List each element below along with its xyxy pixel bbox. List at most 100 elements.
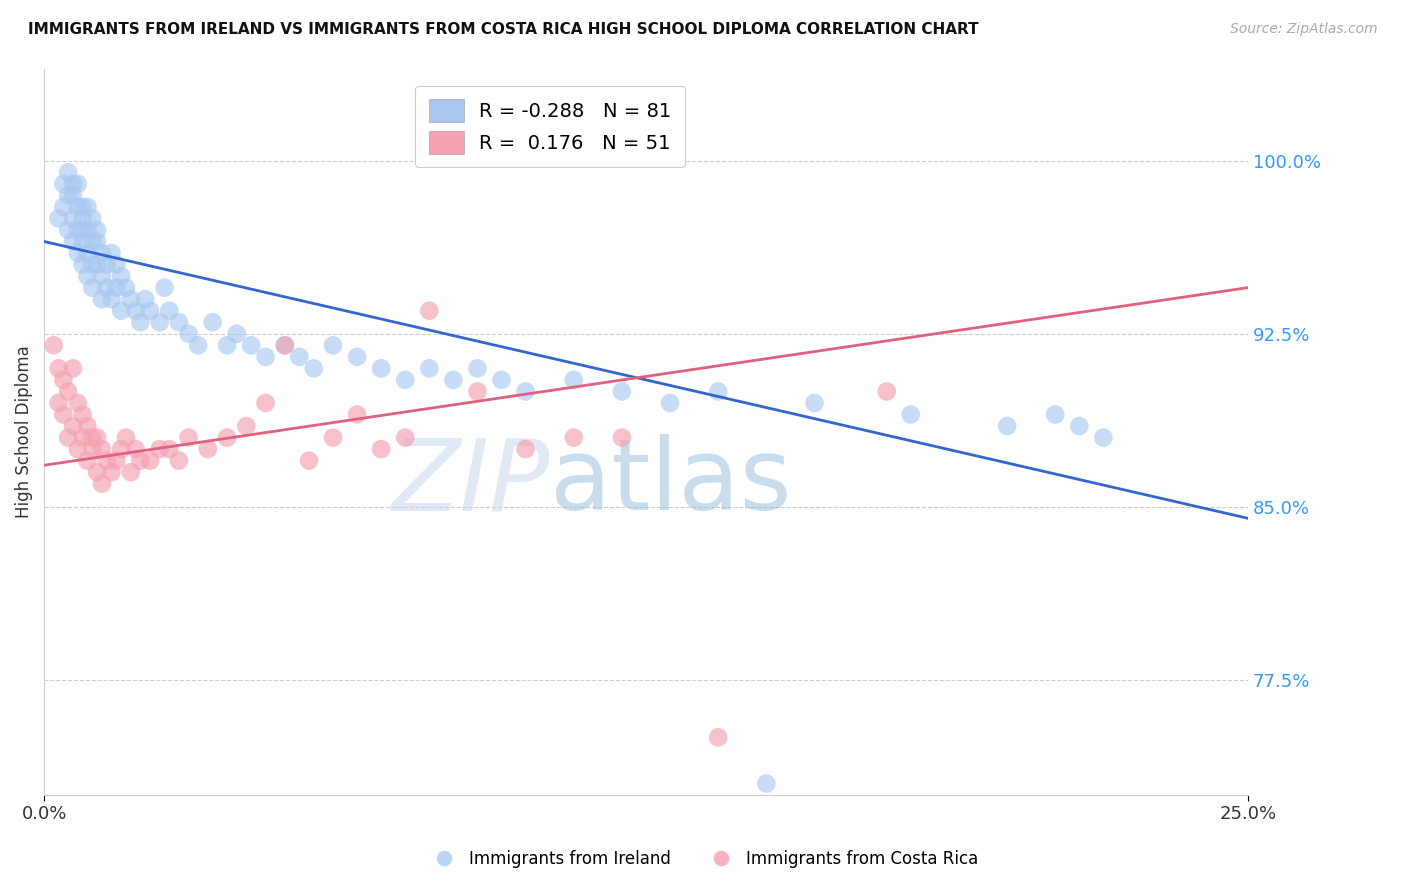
Point	[235, 419, 257, 434]
Point	[90, 269, 112, 284]
Point	[76, 419, 98, 434]
Point	[515, 384, 537, 399]
Point	[322, 338, 344, 352]
Point	[418, 303, 440, 318]
Point	[72, 431, 94, 445]
Point	[100, 246, 122, 260]
Text: IMMIGRANTS FROM IRELAND VS IMMIGRANTS FROM COSTA RICA HIGH SCHOOL DIPLOMA CORREL: IMMIGRANTS FROM IRELAND VS IMMIGRANTS FR…	[28, 22, 979, 37]
Point	[105, 453, 128, 467]
Point	[66, 200, 89, 214]
Point	[105, 280, 128, 294]
Point	[56, 223, 79, 237]
Point	[217, 431, 239, 445]
Point	[225, 326, 247, 341]
Point	[288, 350, 311, 364]
Point	[197, 442, 219, 456]
Point	[100, 292, 122, 306]
Point	[62, 235, 84, 249]
Text: ZIP: ZIP	[391, 434, 550, 531]
Point	[610, 384, 633, 399]
Point	[322, 431, 344, 445]
Point	[66, 396, 89, 410]
Point	[52, 177, 75, 191]
Point	[394, 373, 416, 387]
Point	[56, 431, 79, 445]
Point	[76, 453, 98, 467]
Point	[167, 315, 190, 329]
Point	[346, 408, 368, 422]
Point	[52, 200, 75, 214]
Point	[82, 235, 104, 249]
Point	[105, 258, 128, 272]
Point	[157, 303, 180, 318]
Text: atlas: atlas	[550, 434, 792, 531]
Point	[48, 361, 70, 376]
Point	[187, 338, 209, 352]
Point	[76, 200, 98, 214]
Point	[48, 396, 70, 410]
Point	[302, 361, 325, 376]
Point	[157, 442, 180, 456]
Point	[62, 177, 84, 191]
Point	[82, 280, 104, 294]
Point	[1092, 431, 1115, 445]
Point	[254, 350, 277, 364]
Point	[62, 419, 84, 434]
Point	[274, 338, 297, 352]
Point	[467, 384, 489, 399]
Point	[72, 200, 94, 214]
Point	[86, 223, 108, 237]
Point	[82, 258, 104, 272]
Point	[394, 431, 416, 445]
Point	[129, 453, 152, 467]
Point	[86, 431, 108, 445]
Point	[610, 431, 633, 445]
Point	[96, 453, 118, 467]
Point	[66, 442, 89, 456]
Point	[177, 431, 200, 445]
Point	[86, 465, 108, 479]
Point	[72, 223, 94, 237]
Point	[110, 303, 132, 318]
Point	[66, 177, 89, 191]
Point	[1045, 408, 1067, 422]
Point	[82, 431, 104, 445]
Point	[149, 442, 172, 456]
Point	[56, 384, 79, 399]
Point	[562, 431, 585, 445]
Point	[52, 408, 75, 422]
Point	[129, 315, 152, 329]
Point	[62, 211, 84, 226]
Point	[562, 373, 585, 387]
Point	[370, 361, 392, 376]
Point	[90, 246, 112, 260]
Point	[56, 188, 79, 202]
Point	[515, 442, 537, 456]
Legend: R = -0.288   N = 81, R =  0.176   N = 51: R = -0.288 N = 81, R = 0.176 N = 51	[415, 86, 685, 168]
Point	[491, 373, 513, 387]
Point	[298, 453, 321, 467]
Point	[96, 280, 118, 294]
Point	[66, 246, 89, 260]
Point	[42, 338, 65, 352]
Point	[240, 338, 263, 352]
Point	[96, 258, 118, 272]
Point	[86, 235, 108, 249]
Point	[139, 453, 162, 467]
Point	[72, 211, 94, 226]
Point	[900, 408, 922, 422]
Point	[76, 223, 98, 237]
Point	[62, 188, 84, 202]
Point	[76, 269, 98, 284]
Point	[274, 338, 297, 352]
Point	[115, 280, 138, 294]
Point	[82, 211, 104, 226]
Point	[139, 303, 162, 318]
Point	[120, 292, 142, 306]
Point	[56, 165, 79, 179]
Point	[418, 361, 440, 376]
Point	[467, 361, 489, 376]
Point	[76, 246, 98, 260]
Point	[659, 396, 682, 410]
Point	[82, 442, 104, 456]
